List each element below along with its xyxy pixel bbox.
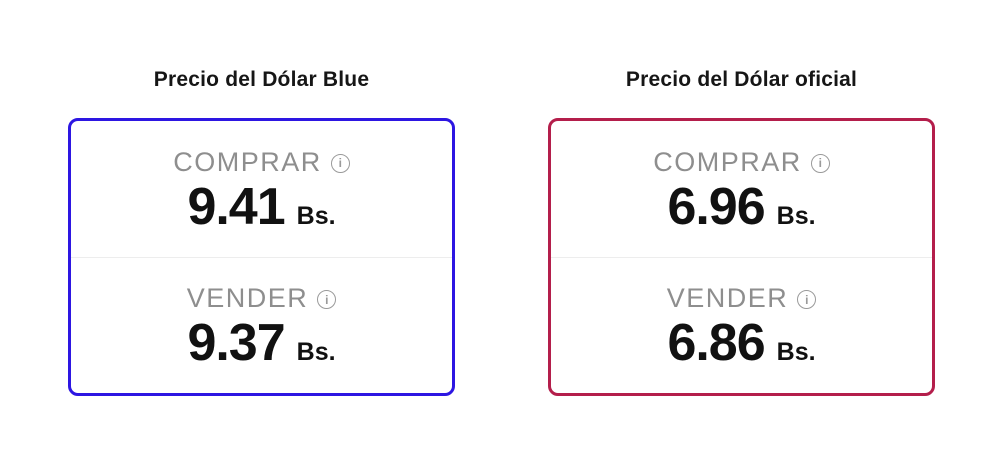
dolar-blue-vender-row: VENDER i 9.37 Bs. bbox=[71, 258, 452, 394]
dolar-blue-comprar-row: COMPRAR i 9.41 Bs. bbox=[71, 121, 452, 257]
dolar-blue-vender-value: 9.37 bbox=[187, 314, 285, 373]
currency-unit: Bs. bbox=[296, 338, 336, 367]
vender-value-line: 6.86 Bs. bbox=[667, 316, 815, 371]
dolar-oficial-comprar-value: 6.96 bbox=[667, 177, 765, 236]
dolar-oficial-comprar-row: COMPRAR i 6.96 Bs. bbox=[551, 121, 932, 257]
comprar-label: COMPRAR bbox=[653, 146, 802, 177]
info-icon[interactable]: i bbox=[317, 290, 337, 310]
currency-unit: Bs. bbox=[776, 201, 816, 230]
dolar-oficial-vender-value: 6.86 bbox=[667, 314, 765, 373]
info-icon[interactable]: i bbox=[330, 153, 350, 173]
dolar-blue-comprar-value: 9.41 bbox=[187, 177, 285, 236]
comprar-label: COMPRAR bbox=[173, 146, 322, 177]
dolar-blue-title: Precio del Dólar Blue bbox=[153, 68, 370, 91]
card-divider bbox=[71, 256, 452, 258]
info-icon[interactable]: i bbox=[797, 290, 817, 310]
comprar-label-line: COMPRAR i bbox=[653, 147, 830, 178]
vender-label-line: VENDER i bbox=[187, 283, 337, 314]
info-icon[interactable]: i bbox=[810, 153, 830, 173]
currency-unit: Bs. bbox=[776, 338, 816, 367]
comprar-label-line: COMPRAR i bbox=[173, 147, 350, 178]
dolar-oficial-section: Precio del Dólar oficial COMPRAR i 6.96 … bbox=[548, 68, 935, 396]
vender-value-line: 9.37 Bs. bbox=[187, 316, 335, 371]
currency-unit: Bs. bbox=[296, 201, 336, 230]
vender-label-line: VENDER i bbox=[667, 283, 817, 314]
comprar-value-line: 6.96 Bs. bbox=[667, 180, 815, 235]
dolar-blue-card: COMPRAR i 9.41 Bs. VENDER i 9.37 Bs. bbox=[68, 118, 455, 396]
comprar-value-line: 9.41 Bs. bbox=[187, 180, 335, 235]
dolar-oficial-vender-row: VENDER i 6.86 Bs. bbox=[551, 258, 932, 394]
card-divider bbox=[551, 256, 932, 258]
dolar-oficial-card: COMPRAR i 6.96 Bs. VENDER i 6.86 Bs. bbox=[548, 118, 935, 396]
dolar-oficial-title: Precio del Dólar oficial bbox=[625, 68, 858, 91]
dolar-blue-section: Precio del Dólar Blue COMPRAR i 9.41 Bs.… bbox=[68, 68, 455, 396]
vender-label: VENDER bbox=[186, 283, 309, 314]
vender-label: VENDER bbox=[666, 283, 789, 314]
